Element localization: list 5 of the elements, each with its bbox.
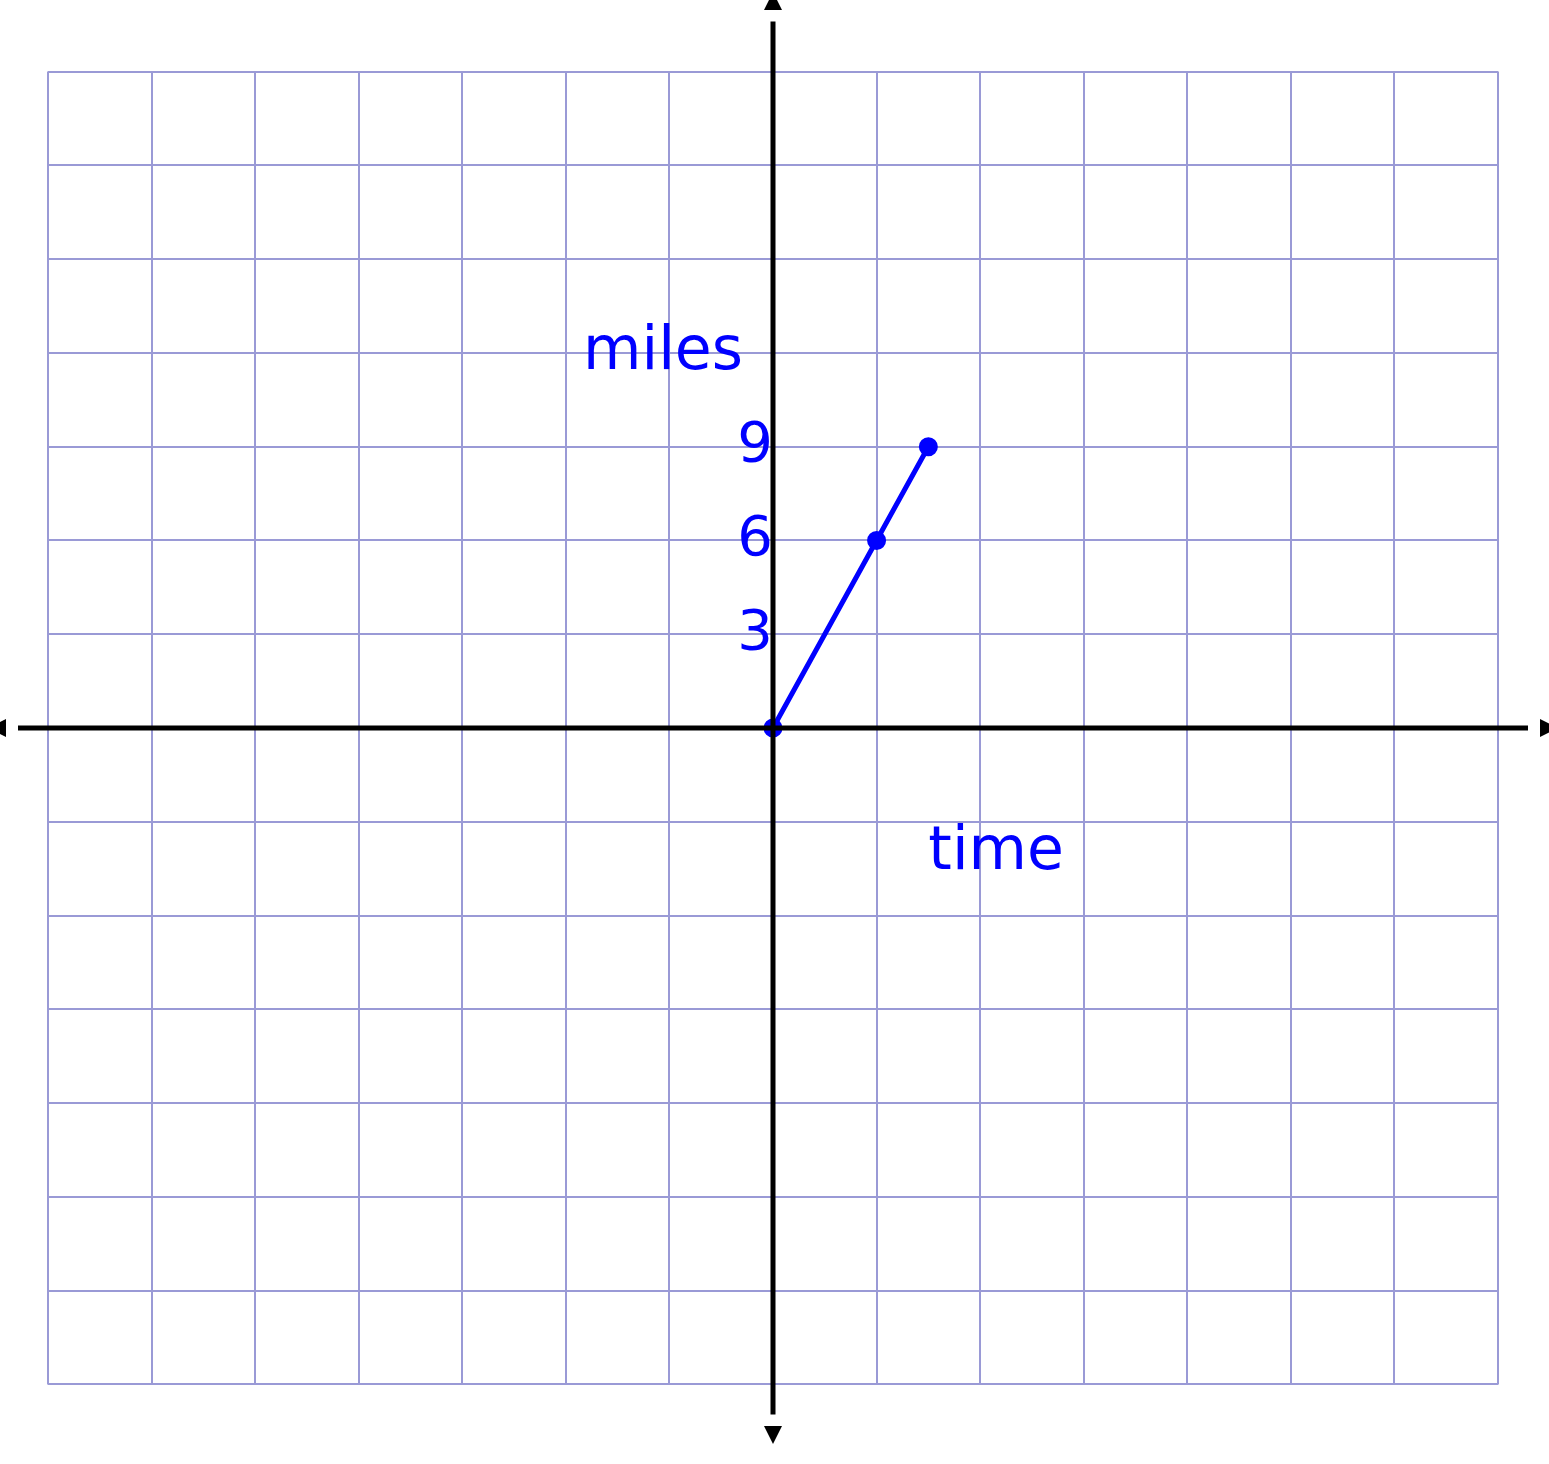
x-axis-title: time xyxy=(928,812,1064,883)
y-tick-label: 6 xyxy=(737,503,773,568)
y-tick-label: 3 xyxy=(737,596,773,662)
y-tick-label: 9 xyxy=(737,409,773,475)
y-axis-title: miles xyxy=(583,312,743,383)
